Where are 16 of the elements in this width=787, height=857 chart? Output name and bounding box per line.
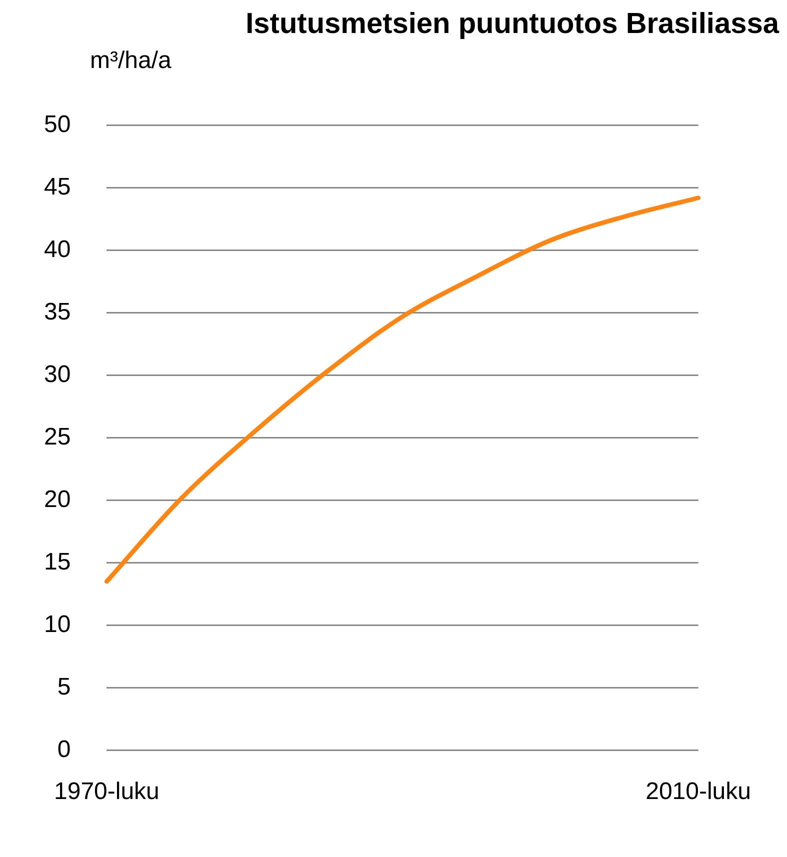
line-series <box>104 196 701 584</box>
y-axis-title: m³/ha/a <box>90 47 172 75</box>
y-tick-label: 15 <box>44 548 71 576</box>
y-tick-label: 35 <box>44 298 71 326</box>
y-tick-label: 25 <box>44 423 71 450</box>
chart-title: Istutusmetsien puuntuotos Brasiliassa <box>244 8 779 41</box>
y-tick-label: 0 <box>57 736 71 763</box>
y-tick-label: 50 <box>44 111 71 138</box>
y-tick-label: 10 <box>44 610 71 638</box>
x-tick-label: 1970-luku <box>54 778 160 806</box>
y-tick-label: 5 <box>57 673 71 700</box>
y-tick-label: 20 <box>44 486 71 513</box>
y-tick-label: 30 <box>44 360 71 388</box>
x-tick-label: 2010-luku <box>646 778 752 806</box>
y-tick-label: 40 <box>44 236 71 263</box>
y-tick-label: 45 <box>44 174 71 201</box>
